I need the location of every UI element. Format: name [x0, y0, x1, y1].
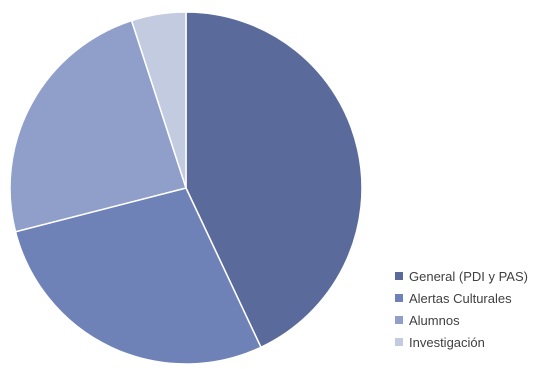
pie-slice-alertas-culturales — [14, 187, 262, 365]
legend-item-alumnos: Alumnos — [395, 312, 528, 328]
legend-label-alumnos: Alumnos — [409, 312, 460, 328]
legend-item-investigacion: Investigación — [395, 334, 528, 350]
pie-slice-alumnos — [9, 19, 187, 233]
legend-label-general: General (PDI y PAS) — [409, 268, 528, 284]
legend-label-alertas-culturales: Alertas Culturales — [409, 290, 512, 306]
legend-swatch-general — [395, 272, 403, 280]
pie-slice-general — [185, 11, 363, 349]
legend-swatch-alumnos — [395, 316, 403, 324]
legend-item-general: General (PDI y PAS) — [395, 268, 528, 284]
legend: General (PDI y PAS) Alertas Culturales A… — [395, 268, 528, 350]
pie-slice-investigacion — [130, 11, 187, 189]
legend-item-alertas-culturales: Alertas Culturales — [395, 290, 528, 306]
legend-label-investigacion: Investigación — [409, 334, 485, 350]
legend-swatch-investigacion — [395, 338, 403, 346]
legend-swatch-alertas-culturales — [395, 294, 403, 302]
